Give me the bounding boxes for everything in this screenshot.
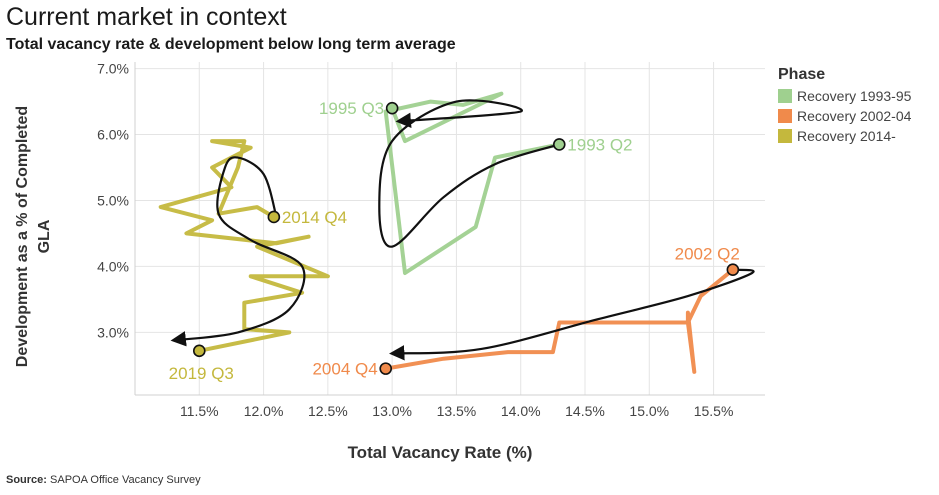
x-tick-label: 15.5% <box>694 403 734 419</box>
x-tick-label: 15.0% <box>629 403 669 419</box>
endpoint-markers <box>192 101 740 375</box>
endpoint-marker <box>379 362 393 375</box>
annotation-label: 2002 Q2 <box>675 245 740 264</box>
chart-subtitle: Total vacancy rate & development below l… <box>6 36 456 53</box>
legend-swatch <box>778 129 792 143</box>
legend-label: Recovery 2002-04 <box>797 108 912 124</box>
trend-arrow <box>389 268 755 361</box>
annotation-label: 2004 Q4 <box>312 360 377 379</box>
legend-item-2002-04[interactable]: Recovery 2002-04 <box>778 106 938 126</box>
x-tick-label: 14.5% <box>565 403 605 419</box>
y-tick-label: 3.0% <box>97 324 129 340</box>
series-line-recovery-2002-04 <box>383 267 735 374</box>
legend: Phase Recovery 1993-95 Recovery 2002-04 … <box>778 66 938 146</box>
source-note: Source: SAPOA Office Vacancy Survey <box>6 474 201 486</box>
legend-label: Recovery 1993-95 <box>797 88 912 104</box>
x-tick-label: 13.5% <box>437 403 477 419</box>
x-tick-label: 11.5% <box>180 403 219 419</box>
y-tick-label: 6.0% <box>97 127 129 143</box>
annotation-labels: 1993 Q2 1995 Q3 2002 Q2 2004 Q4 2014 Q4 2019 … <box>169 99 740 383</box>
endpoint-marker <box>726 263 740 277</box>
trend-arrow <box>170 156 306 347</box>
source-label: Source: <box>6 474 47 486</box>
trend-arrows <box>170 99 755 361</box>
legend-swatch <box>778 109 792 123</box>
y-axis-title: Development as a % of Completed GLA <box>14 106 53 367</box>
y-tick-label: 4.0% <box>97 258 129 274</box>
endpoint-marker <box>192 344 206 358</box>
source-text: SAPOA Office Vacancy Survey <box>50 474 201 486</box>
chart-title: Current market in context <box>6 3 287 31</box>
x-axis-title: Total Vacancy Rate (%) <box>348 443 533 462</box>
legend-item-2014[interactable]: Recovery 2014- <box>778 126 938 146</box>
endpoint-marker <box>552 138 566 151</box>
y-axis-title-line: Development as a % of Completed <box>14 106 31 367</box>
axes: 3.0% 4.0% 5.0% 6.0% 7.0% 11.5% 12.0% 12.5% 13.0%… <box>14 61 765 462</box>
annotation-label: 1993 Q2 <box>567 135 632 154</box>
x-tick-label: 12.5% <box>308 403 348 419</box>
y-tick-label: 5.0% <box>97 192 129 208</box>
annotation-label: 2019 Q3 <box>169 364 234 383</box>
annotation-label: 2014 Q4 <box>282 208 347 227</box>
legend-title: Phase <box>778 66 826 83</box>
x-tick-label: 14.0% <box>501 403 541 419</box>
x-tick-label: 13.0% <box>372 403 412 419</box>
trend-arrow <box>378 99 560 248</box>
legend-item-1993-95[interactable]: Recovery 1993-95 <box>778 86 938 106</box>
legend-swatch <box>778 89 792 103</box>
endpoint-marker <box>385 101 399 115</box>
legend-label: Recovery 2014- <box>797 128 896 144</box>
y-axis-title-line: GLA <box>36 219 53 253</box>
series-line-recovery-2014- <box>158 139 330 353</box>
x-tick-label: 12.0% <box>244 403 284 419</box>
endpoint-marker <box>267 210 281 224</box>
y-tick-label: 7.0% <box>97 61 129 77</box>
annotation-label: 1995 Q3 <box>319 99 384 118</box>
